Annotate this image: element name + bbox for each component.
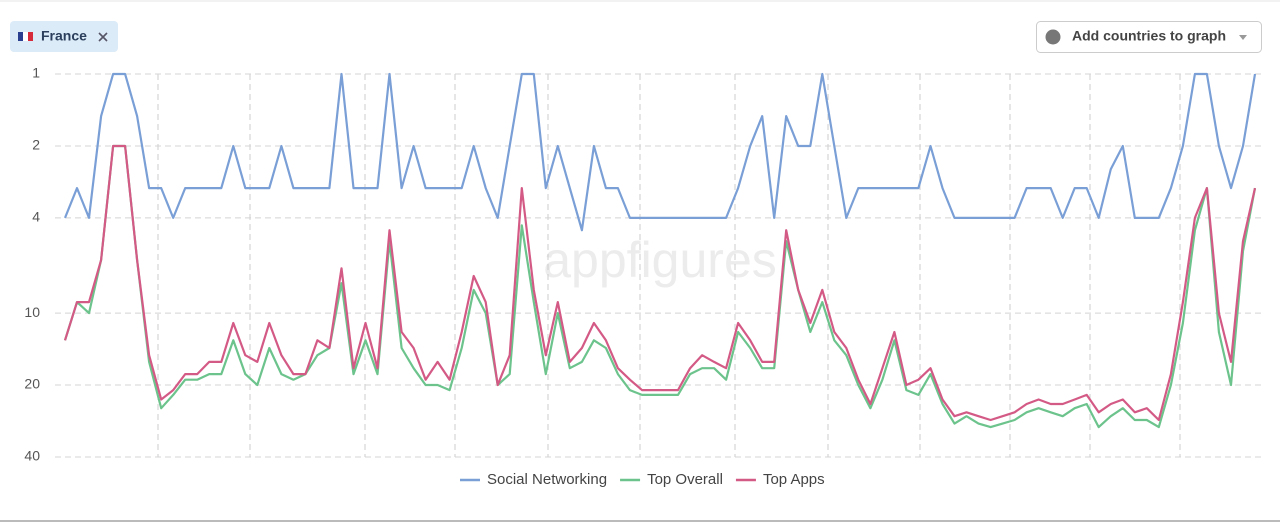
dropdown-caret <box>1239 35 1247 40</box>
y-tick-label: 1 <box>32 65 40 81</box>
series-line <box>63 72 1257 232</box>
flag-red <box>28 32 33 41</box>
button-label: Add countries to graph <box>1072 28 1226 44</box>
legend-label: Social Networking <box>487 471 607 488</box>
series-line <box>63 144 1257 422</box>
legend-label: Top Apps <box>763 471 825 488</box>
country-chip[interactable]: France <box>10 21 118 52</box>
legend-label: Top Overall <box>647 471 723 488</box>
x-grid <box>157 74 1181 457</box>
chip-bg <box>10 21 118 52</box>
flag-blue <box>18 32 23 41</box>
y-tick-label: 40 <box>24 448 40 464</box>
add-countries-button[interactable]: Add countries to graph <box>1036 21 1262 53</box>
y-tick-label: 20 <box>24 376 40 392</box>
globe-icon <box>1045 29 1061 45</box>
flag-white <box>23 32 28 41</box>
button-bg <box>1036 21 1262 53</box>
series-line <box>63 144 1257 429</box>
y-tick-label: 10 <box>24 304 40 320</box>
chip-label: France <box>41 28 87 44</box>
y-tick-label: 4 <box>32 209 40 225</box>
y-tick-label: 2 <box>32 137 40 153</box>
chip-remove[interactable] <box>98 32 108 42</box>
watermark: appfigures <box>543 232 777 288</box>
